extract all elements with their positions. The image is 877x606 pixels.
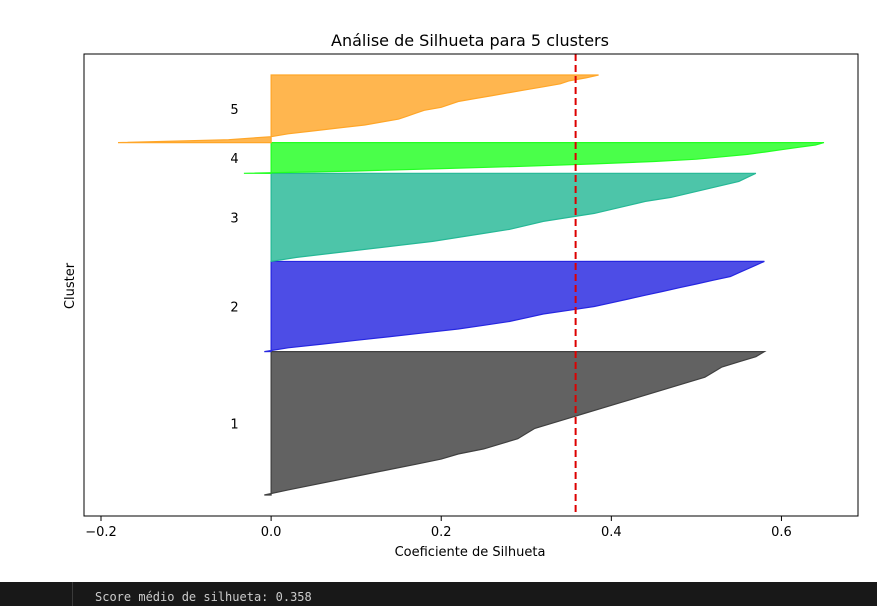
plot-area: 1 2 3 4 5 −0.2 0.0 0.2 0.4 0.6 <box>83 53 859 540</box>
x-tick-label: 0.6 <box>771 525 792 540</box>
y-axis-label: Cluster <box>63 262 78 309</box>
silhouette-chart: Análise de Silhueta para 5 clusters 1 2 3 4… <box>63 31 859 560</box>
x-tick-label: 0.0 <box>261 525 282 540</box>
output-text: Score médio de silhueta: 0.358 <box>95 590 312 604</box>
cluster-label-5: 5 <box>230 103 238 118</box>
silhouette-area-cluster-4 <box>243 142 825 174</box>
console-output: Score médio de silhueta: 0.358 <box>0 582 877 606</box>
cluster-label-4: 4 <box>230 152 238 167</box>
x-tick-label: 0.4 <box>601 525 622 540</box>
x-tick-label: −0.2 <box>85 525 117 540</box>
x-axis-label: Coeficiente de Silhueta <box>395 545 546 560</box>
silhouette-area-cluster-3 <box>270 172 757 262</box>
chart-title: Análise de Silhueta para 5 clusters <box>331 31 609 50</box>
plot-frame <box>83 53 859 517</box>
cluster-label-2: 2 <box>230 301 238 316</box>
silhouette-area-cluster-5 <box>117 74 599 144</box>
cluster-label-1: 1 <box>230 417 238 432</box>
silhouette-area-cluster-2 <box>264 260 765 353</box>
silhouette-area-cluster-1 <box>264 350 767 496</box>
cluster-label-3: 3 <box>230 211 238 226</box>
output-gutter <box>72 582 73 606</box>
x-tick-label: 0.2 <box>431 525 452 540</box>
